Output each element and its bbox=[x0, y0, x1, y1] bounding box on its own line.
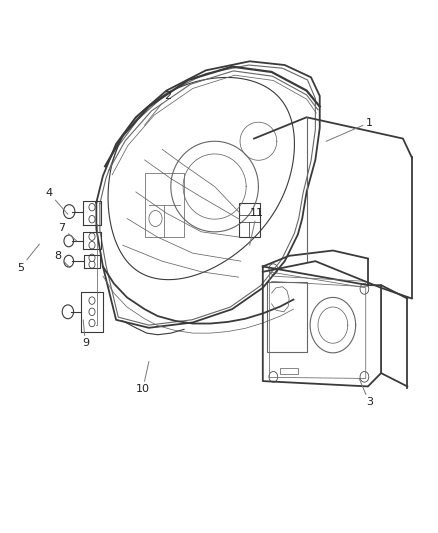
Circle shape bbox=[269, 264, 278, 274]
Text: 7: 7 bbox=[59, 223, 77, 241]
Text: 10: 10 bbox=[136, 361, 150, 394]
Text: 1: 1 bbox=[326, 118, 373, 141]
Text: 8: 8 bbox=[54, 251, 70, 268]
Text: 11: 11 bbox=[250, 208, 264, 245]
Circle shape bbox=[89, 215, 95, 223]
Circle shape bbox=[89, 308, 95, 316]
Circle shape bbox=[89, 241, 95, 249]
Circle shape bbox=[89, 254, 95, 262]
Circle shape bbox=[89, 319, 95, 327]
Circle shape bbox=[64, 255, 74, 267]
Text: 2: 2 bbox=[145, 91, 171, 125]
Circle shape bbox=[89, 233, 95, 240]
Circle shape bbox=[62, 305, 74, 319]
Text: 4: 4 bbox=[46, 188, 68, 214]
Circle shape bbox=[89, 261, 95, 268]
Text: 3: 3 bbox=[359, 378, 373, 407]
Text: 9: 9 bbox=[82, 320, 89, 348]
Circle shape bbox=[64, 235, 74, 247]
Circle shape bbox=[89, 204, 95, 211]
Circle shape bbox=[64, 205, 75, 219]
Circle shape bbox=[269, 372, 278, 382]
Text: 5: 5 bbox=[17, 244, 39, 272]
Circle shape bbox=[89, 297, 95, 304]
Circle shape bbox=[360, 372, 369, 382]
Circle shape bbox=[360, 284, 369, 294]
